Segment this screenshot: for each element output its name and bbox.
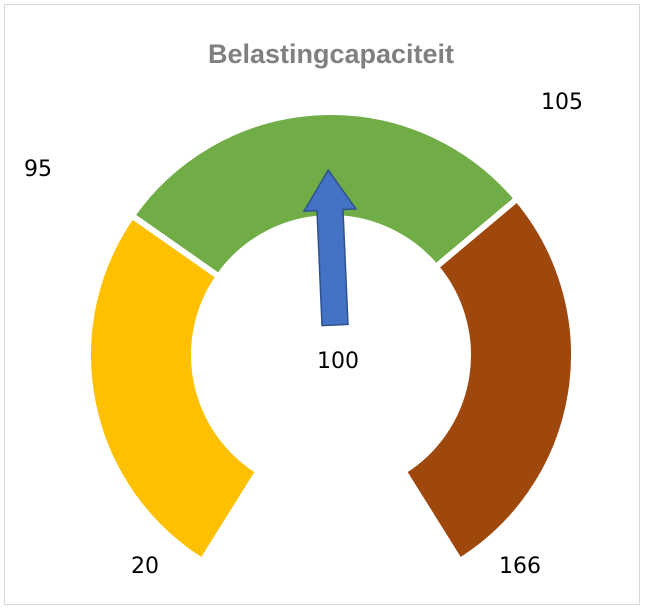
threshold-label: 166 bbox=[499, 554, 541, 579]
chart-title: Belastingcapaciteit bbox=[208, 39, 454, 69]
needle bbox=[302, 168, 358, 327]
threshold-label: 105 bbox=[541, 90, 583, 115]
threshold-label: 95 bbox=[24, 157, 52, 182]
threshold-label: 20 bbox=[131, 554, 159, 579]
value-label: 100 bbox=[317, 349, 359, 374]
gauge-band bbox=[85, 211, 263, 566]
gauge-band bbox=[399, 194, 577, 566]
